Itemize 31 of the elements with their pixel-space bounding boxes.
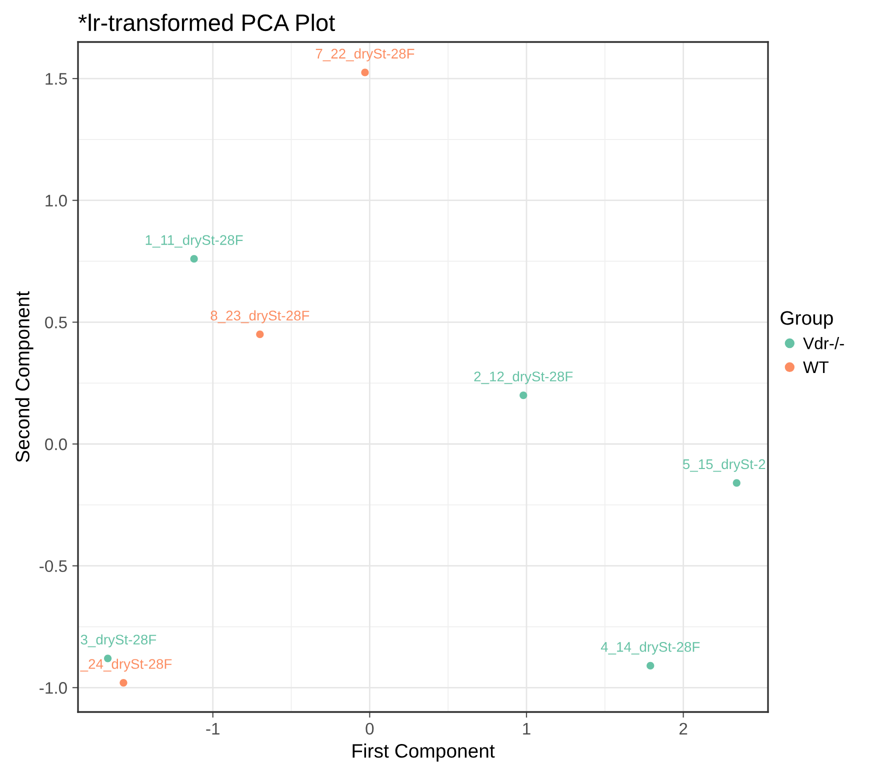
y-tick-label: 0.0 <box>45 438 67 450</box>
annotation: 4_14_drySt-28F <box>600 642 700 655</box>
annotation: _24_drySt-28F <box>80 658 172 672</box>
point <box>120 678 128 687</box>
x-tick-label: -1 <box>206 723 220 734</box>
annotation: 3_drySt-28F <box>80 634 156 648</box>
chart-title: *lr-transformed PCA Plot <box>78 14 336 32</box>
point <box>646 662 654 670</box>
point <box>732 479 740 487</box>
y-tick-label: -1.0 <box>40 682 67 694</box>
x-axis-title: First Component <box>352 744 495 762</box>
x-tick-label: 2 <box>680 722 688 734</box>
annotation: 5_15_drySt-2 <box>682 458 766 472</box>
annotation: 1_11_drySt-28F <box>146 234 243 248</box>
x-tick-label: 0 <box>366 722 374 735</box>
y-tick-label: 1.5 <box>46 73 67 85</box>
annotation: 8_23_drySt-28F <box>210 310 310 324</box>
legend-label: Vdr-/- <box>803 337 844 350</box>
legend-label: WT <box>803 362 829 373</box>
y-tick-label: 1.0 <box>46 194 67 207</box>
x-tick-label: 1 <box>523 723 530 734</box>
point <box>361 68 369 76</box>
point <box>256 330 264 338</box>
y-axis-title: Second Component <box>15 291 34 462</box>
annotation: 7_22_drySt-28F <box>316 48 414 62</box>
y-tick-label: -0.5 <box>40 560 67 572</box>
point <box>520 391 528 400</box>
point <box>190 255 198 263</box>
annotation: 2_12_drySt-28F <box>474 371 573 384</box>
y-tick-label: 0.5 <box>45 316 67 328</box>
legend-title: Group <box>780 311 833 329</box>
